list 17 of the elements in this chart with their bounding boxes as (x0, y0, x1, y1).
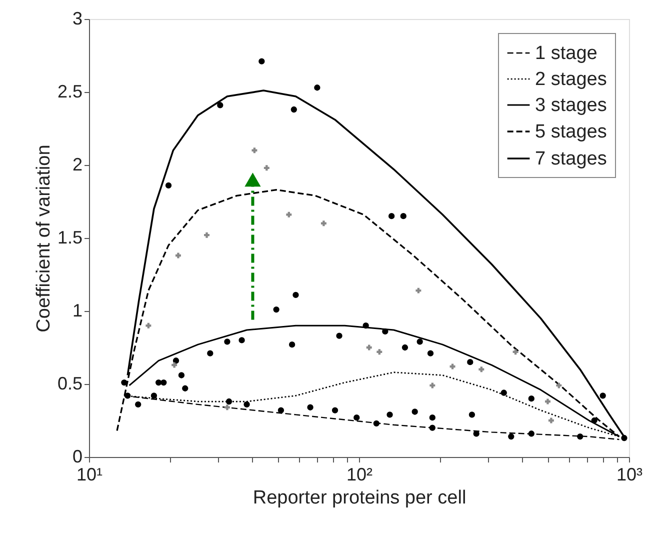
y-tick-label: 3 (72, 8, 82, 28)
y-tick-label: 2.5 (57, 82, 82, 102)
legend-label: 2 stages (535, 69, 607, 90)
y-tick-label: 2 (72, 154, 82, 174)
x-axis-title: Reporter proteins per cell (252, 488, 466, 508)
legend-label: 7 stages (535, 148, 607, 170)
y-axis-title: Coefficient of variation (33, 144, 54, 332)
y-tick-label: 0 (72, 446, 82, 466)
legend-label: 3 stages (535, 95, 607, 116)
legend-label: 5 stages (535, 122, 607, 142)
x-tick-label: 10² (346, 464, 373, 484)
x-tick-label: 10³ (616, 464, 643, 484)
y-tick-label: 0.5 (57, 374, 82, 394)
legend-label: 1 stage (535, 43, 598, 64)
y-tick-label: 1 (72, 300, 82, 320)
y-tick-label: 1.5 (57, 228, 82, 248)
x-tick-label: 10¹ (76, 464, 103, 484)
